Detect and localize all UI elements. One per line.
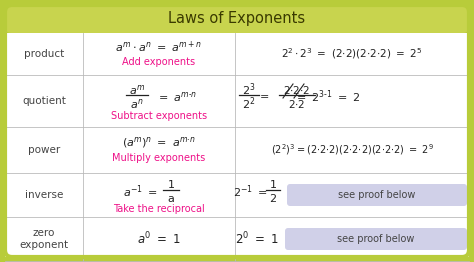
Text: =: = [260, 92, 270, 102]
Text: Laws of Exponents: Laws of Exponents [168, 12, 306, 26]
Text: $2^{-1}\ =$: $2^{-1}\ =$ [233, 184, 267, 200]
FancyBboxPatch shape [5, 33, 469, 257]
Text: Add exponents: Add exponents [122, 57, 196, 67]
Text: 1: 1 [167, 180, 174, 190]
Text: 2: 2 [269, 194, 276, 204]
Text: $a^m \cdot a^n\ =\ a^{m+n}$: $a^m \cdot a^n\ =\ a^{m+n}$ [115, 39, 203, 55]
Text: power: power [28, 145, 60, 155]
Text: $a^0\ =\ 1$: $a^0\ =\ 1$ [137, 231, 181, 247]
Text: $(a^m)^n\ =\ a^{m{\cdot}n}$: $(a^m)^n\ =\ a^{m{\cdot}n}$ [122, 135, 196, 150]
Text: see proof below: see proof below [337, 234, 415, 244]
Text: $2^2 \cdot 2^3\ =\ (2{\cdot}2)(2{\cdot}2{\cdot}2)\ =\ 2^5$: $2^2 \cdot 2^3\ =\ (2{\cdot}2)(2{\cdot}2… [282, 47, 423, 61]
Text: Take the reciprocal: Take the reciprocal [113, 204, 205, 214]
Text: a: a [168, 194, 174, 204]
Text: 1: 1 [270, 180, 276, 190]
Text: see proof below: see proof below [338, 190, 416, 200]
Text: $\mathit{2{\cdot}2}$: $\mathit{2{\cdot}2}$ [288, 98, 306, 110]
Text: $=\ a^{m\text{-}n}$: $=\ a^{m\text{-}n}$ [156, 90, 198, 104]
FancyBboxPatch shape [285, 228, 467, 250]
Text: quotient: quotient [22, 96, 66, 106]
FancyBboxPatch shape [287, 184, 467, 206]
Text: $2^2$: $2^2$ [242, 96, 255, 112]
Text: Multiply exponents: Multiply exponents [112, 153, 206, 163]
Text: $2^3$: $2^3$ [242, 82, 255, 98]
Text: $a^m$: $a^m$ [129, 83, 145, 97]
Text: $a^n$: $a^n$ [130, 97, 144, 111]
Text: $(2^2)^3 = (2{\cdot}2{\cdot}2)(2{\cdot}2{\cdot}2)(2{\cdot}2{\cdot}2)\ =\ 2^9$: $(2^2)^3 = (2{\cdot}2{\cdot}2)(2{\cdot}2… [271, 143, 433, 157]
FancyBboxPatch shape [5, 5, 469, 257]
Text: $=\ 2^{3\text{-}1}\ =\ 2$: $=\ 2^{3\text{-}1}\ =\ 2$ [294, 89, 360, 105]
Text: product: product [24, 49, 64, 59]
Text: zero
exponent: zero exponent [19, 228, 69, 250]
Text: Subtract exponents: Subtract exponents [111, 111, 207, 121]
Text: inverse: inverse [25, 190, 63, 200]
Text: $a^{-1}\ =$: $a^{-1}\ =$ [124, 184, 158, 200]
Text: $\mathit{2{\cdot}2{\cdot}2}$: $\mathit{2{\cdot}2{\cdot}2}$ [283, 84, 310, 96]
FancyBboxPatch shape [5, 5, 469, 33]
Text: $2^0\ =\ 1$: $2^0\ =\ 1$ [235, 231, 279, 247]
